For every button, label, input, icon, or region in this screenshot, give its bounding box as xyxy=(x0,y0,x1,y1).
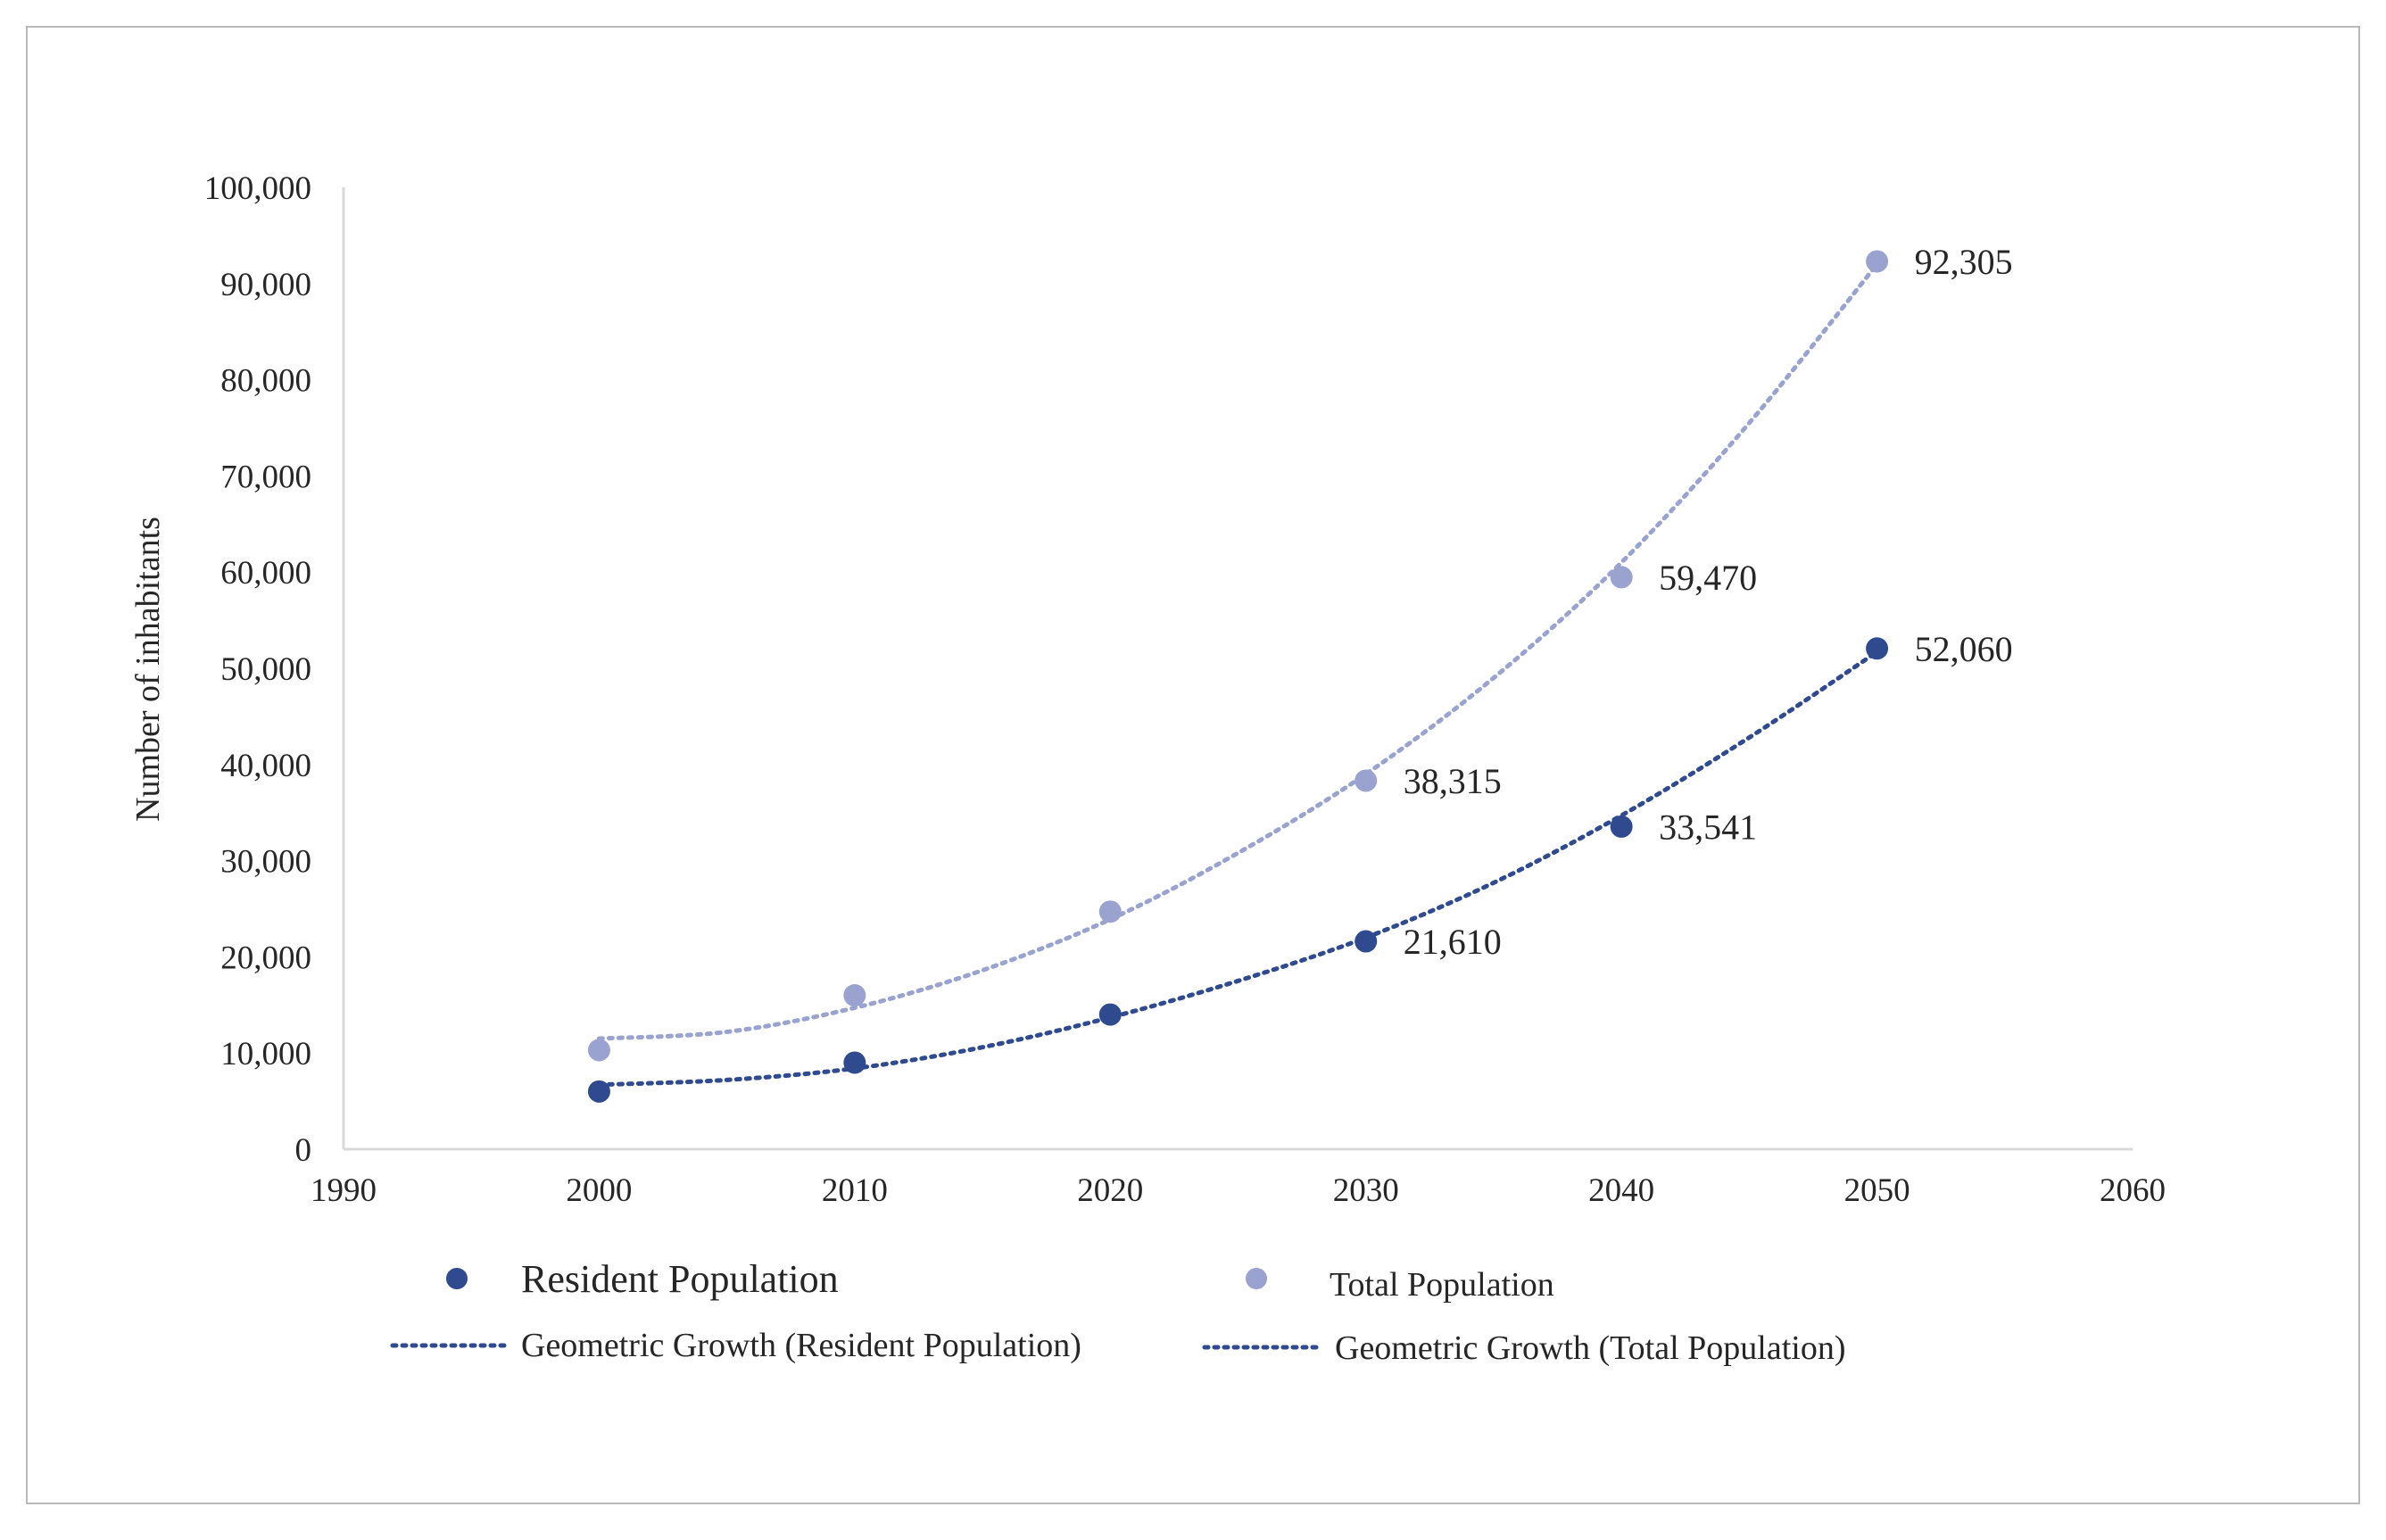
trendline-resident xyxy=(596,650,1880,1088)
legend-label-resident: Resident Population xyxy=(521,1257,839,1301)
x-tick-label-2020: 2020 xyxy=(1077,1172,1143,1209)
legend-marker-total xyxy=(1246,1268,1267,1289)
trendlines xyxy=(596,261,1880,1088)
data-labels: 21,610 33,541 52,060 38,315 59,470 92,305 xyxy=(1404,242,2013,962)
point-total-2000 xyxy=(587,1039,610,1062)
x-tick-label-2030: 2030 xyxy=(1333,1172,1399,1209)
x-tick-label-2010: 2010 xyxy=(822,1172,888,1209)
x-tick-label-2040: 2040 xyxy=(1588,1172,1654,1209)
axes: 1990 2000 2010 2020 2030 2040 2050 2060 0 10,000 2… xyxy=(204,170,2166,1209)
y-tick-label-90000: 90,000 xyxy=(220,267,311,303)
trendline-total xyxy=(596,261,1880,1041)
x-tick-label-1990: 1990 xyxy=(311,1172,377,1209)
y-tick-label-80000: 80,000 xyxy=(220,363,311,400)
legend-label-resident-trend: Geometric Growth (Resident Population) xyxy=(521,1327,1081,1364)
y-tick-label-100000: 100,000 xyxy=(204,170,311,207)
y-tick-label-30000: 30,000 xyxy=(220,844,311,881)
chart-frame xyxy=(26,26,2360,1504)
y-axis-title: Number of inhabitants xyxy=(129,517,167,822)
point-total-2030 xyxy=(1355,769,1378,792)
point-resident-2040 xyxy=(1610,815,1633,838)
data-points xyxy=(587,250,1889,1103)
point-total-2020 xyxy=(1098,900,1122,923)
x-tick-label-2050: 2050 xyxy=(1844,1172,1910,1209)
point-total-2040 xyxy=(1610,566,1633,589)
y-tick-label-70000: 70,000 xyxy=(220,459,311,495)
point-resident-2030 xyxy=(1355,930,1378,953)
legend: Resident Population Total Population Geo… xyxy=(390,1257,1846,1367)
data-label-resident-2040: 33,541 xyxy=(1659,807,1757,847)
y-tick-label-10000: 10,000 xyxy=(220,1036,311,1072)
data-label-total-2050: 92,305 xyxy=(1915,242,2013,282)
data-label-resident-2030: 21,610 xyxy=(1404,922,1502,962)
legend-label-total-trend: Geometric Growth (Total Population) xyxy=(1335,1329,1846,1367)
y-tick-label-60000: 60,000 xyxy=(220,555,311,592)
y-tick-label-0: 0 xyxy=(295,1132,312,1169)
data-label-resident-2050: 52,060 xyxy=(1915,629,2013,669)
x-tick-label-2000: 2000 xyxy=(566,1172,632,1209)
data-label-total-2040: 59,470 xyxy=(1659,558,1757,598)
x-tick-label-2060: 2060 xyxy=(2100,1172,2166,1209)
point-resident-2050 xyxy=(1866,637,1889,660)
point-resident-2010 xyxy=(843,1051,866,1074)
point-total-2050 xyxy=(1866,250,1889,273)
point-total-2010 xyxy=(843,984,866,1007)
data-label-total-2030: 38,315 xyxy=(1404,761,1502,801)
y-tick-label-20000: 20,000 xyxy=(220,940,311,976)
legend-label-total: Total Population xyxy=(1330,1266,1554,1304)
point-resident-2020 xyxy=(1098,1003,1122,1026)
y-tick-label-50000: 50,000 xyxy=(220,651,311,688)
point-resident-2000 xyxy=(587,1080,610,1103)
y-tick-label-40000: 40,000 xyxy=(220,748,311,784)
legend-marker-resident xyxy=(446,1268,468,1289)
